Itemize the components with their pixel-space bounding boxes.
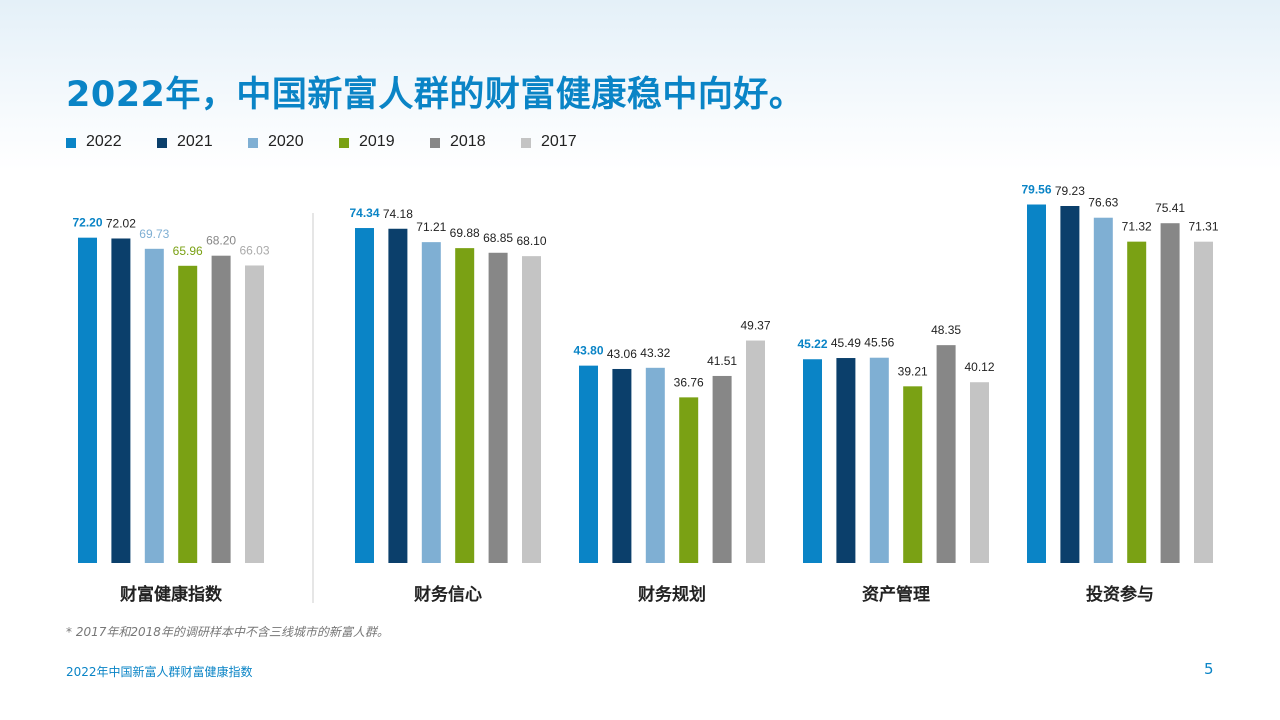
- bar-2020-cat0: [144, 248, 164, 564]
- legend-swatch-2020: [248, 138, 258, 148]
- value-label-2020-cat2: 43.32: [640, 346, 670, 360]
- legend-label-2021: 2021: [177, 133, 213, 150]
- bar-2021-cat2: [612, 368, 632, 563]
- value-label-2017-cat2: 49.37: [740, 319, 770, 333]
- value-label-2020-cat3: 45.56: [864, 336, 894, 350]
- value-label-2022-cat2: 43.80: [573, 344, 603, 358]
- value-label-2018-cat3: 48.35: [931, 323, 961, 337]
- bar-2019-cat1: [455, 248, 475, 563]
- bar-2022-cat3: [803, 359, 822, 563]
- footnote: * 2017年和2018年的调研样本中不含三线城市的新富人群。: [66, 625, 389, 639]
- value-label-2018-cat2: 41.51: [707, 354, 737, 368]
- value-label-2019-cat3: 39.21: [898, 364, 928, 378]
- legend-label-2019: 2019: [359, 133, 395, 150]
- value-label-2017-cat0: 66.03: [239, 243, 269, 257]
- value-label-2019-cat4: 71.32: [1122, 220, 1152, 234]
- bar-2019-cat2: [679, 397, 699, 563]
- value-label-2017-cat1: 68.10: [516, 234, 546, 248]
- value-label-2018-cat0: 68.20: [206, 234, 236, 248]
- value-label-2017-cat3: 40.12: [964, 360, 994, 374]
- bar-2021-cat3: [836, 358, 856, 563]
- page-title: 2022年，中国新富人群的财富健康稳中向好。: [66, 75, 805, 115]
- bar-2019-cat3: [903, 386, 923, 563]
- bar-2022-cat0: [78, 237, 97, 563]
- value-label-2019-cat0: 65.96: [173, 244, 203, 258]
- bar-2017-cat3: [970, 382, 989, 563]
- value-label-2022-cat0: 72.20: [72, 216, 102, 230]
- value-label-2018-cat1: 68.85: [483, 231, 513, 245]
- bar-2017-cat0: [245, 265, 264, 563]
- footer-report-title: 2022年中国新富人群财富健康指数: [66, 665, 253, 679]
- category-label-1: 财务信心: [413, 584, 482, 605]
- category-label-3: 资产管理: [862, 584, 930, 605]
- value-label-2020-cat4: 76.63: [1088, 196, 1118, 210]
- bar-2020-cat1: [421, 242, 441, 564]
- legend-swatch-2018: [430, 138, 440, 148]
- bar-2021-cat1: [388, 228, 408, 563]
- bar-2020-cat4: [1093, 217, 1113, 563]
- bar-2022-cat2: [579, 365, 598, 563]
- page-number: 5: [1204, 660, 1214, 678]
- value-label-2019-cat2: 36.76: [674, 375, 704, 389]
- bar-2018-cat0: [211, 255, 231, 563]
- category-label-0: 财富健康指数: [119, 584, 223, 605]
- value-label-2021-cat1: 74.18: [383, 207, 413, 221]
- bar-2017-cat4: [1194, 241, 1213, 563]
- legend-label-2017: 2017: [541, 133, 577, 150]
- legend-swatch-2021: [157, 138, 167, 148]
- value-label-2020-cat0: 69.73: [139, 227, 169, 241]
- legend-swatch-2019: [339, 138, 349, 148]
- value-label-2022-cat1: 74.34: [349, 206, 379, 220]
- legend-label-2022: 2022: [86, 133, 122, 150]
- bar-2018-cat2: [712, 375, 732, 563]
- bar-2018-cat3: [936, 345, 956, 563]
- bar-2018-cat4: [1160, 223, 1180, 563]
- value-label-2021-cat4: 79.23: [1055, 184, 1085, 198]
- bar-2020-cat3: [869, 357, 889, 563]
- value-label-2021-cat3: 45.49: [831, 336, 861, 350]
- legend-label-2020: 2020: [268, 133, 304, 150]
- legend-label-2018: 2018: [450, 133, 486, 150]
- value-label-2020-cat1: 71.21: [416, 220, 446, 234]
- value-label-2022-cat4: 79.56: [1021, 183, 1051, 197]
- value-label-2019-cat1: 69.88: [450, 226, 480, 240]
- category-label-2: 财务规划: [637, 584, 706, 605]
- bar-2020-cat2: [645, 367, 665, 563]
- bar-2021-cat0: [111, 238, 131, 563]
- bar-2018-cat1: [488, 252, 508, 563]
- bar-2022-cat4: [1027, 204, 1046, 563]
- value-label-2018-cat4: 75.41: [1155, 201, 1185, 215]
- value-label-2021-cat2: 43.06: [607, 347, 637, 361]
- value-label-2021-cat0: 72.02: [106, 216, 136, 230]
- category-label-4: 投资参与: [1086, 584, 1154, 605]
- bar-2021-cat4: [1060, 205, 1080, 563]
- bar-2017-cat2: [746, 340, 765, 563]
- legend-swatch-2017: [521, 138, 531, 148]
- bar-2019-cat0: [178, 265, 198, 563]
- value-label-2022-cat3: 45.22: [797, 337, 827, 351]
- legend-swatch-2022: [66, 138, 76, 148]
- bar-2022-cat1: [355, 228, 374, 563]
- bar-2019-cat4: [1127, 241, 1147, 563]
- bar-2017-cat1: [522, 256, 541, 563]
- value-label-2017-cat4: 71.31: [1188, 220, 1218, 234]
